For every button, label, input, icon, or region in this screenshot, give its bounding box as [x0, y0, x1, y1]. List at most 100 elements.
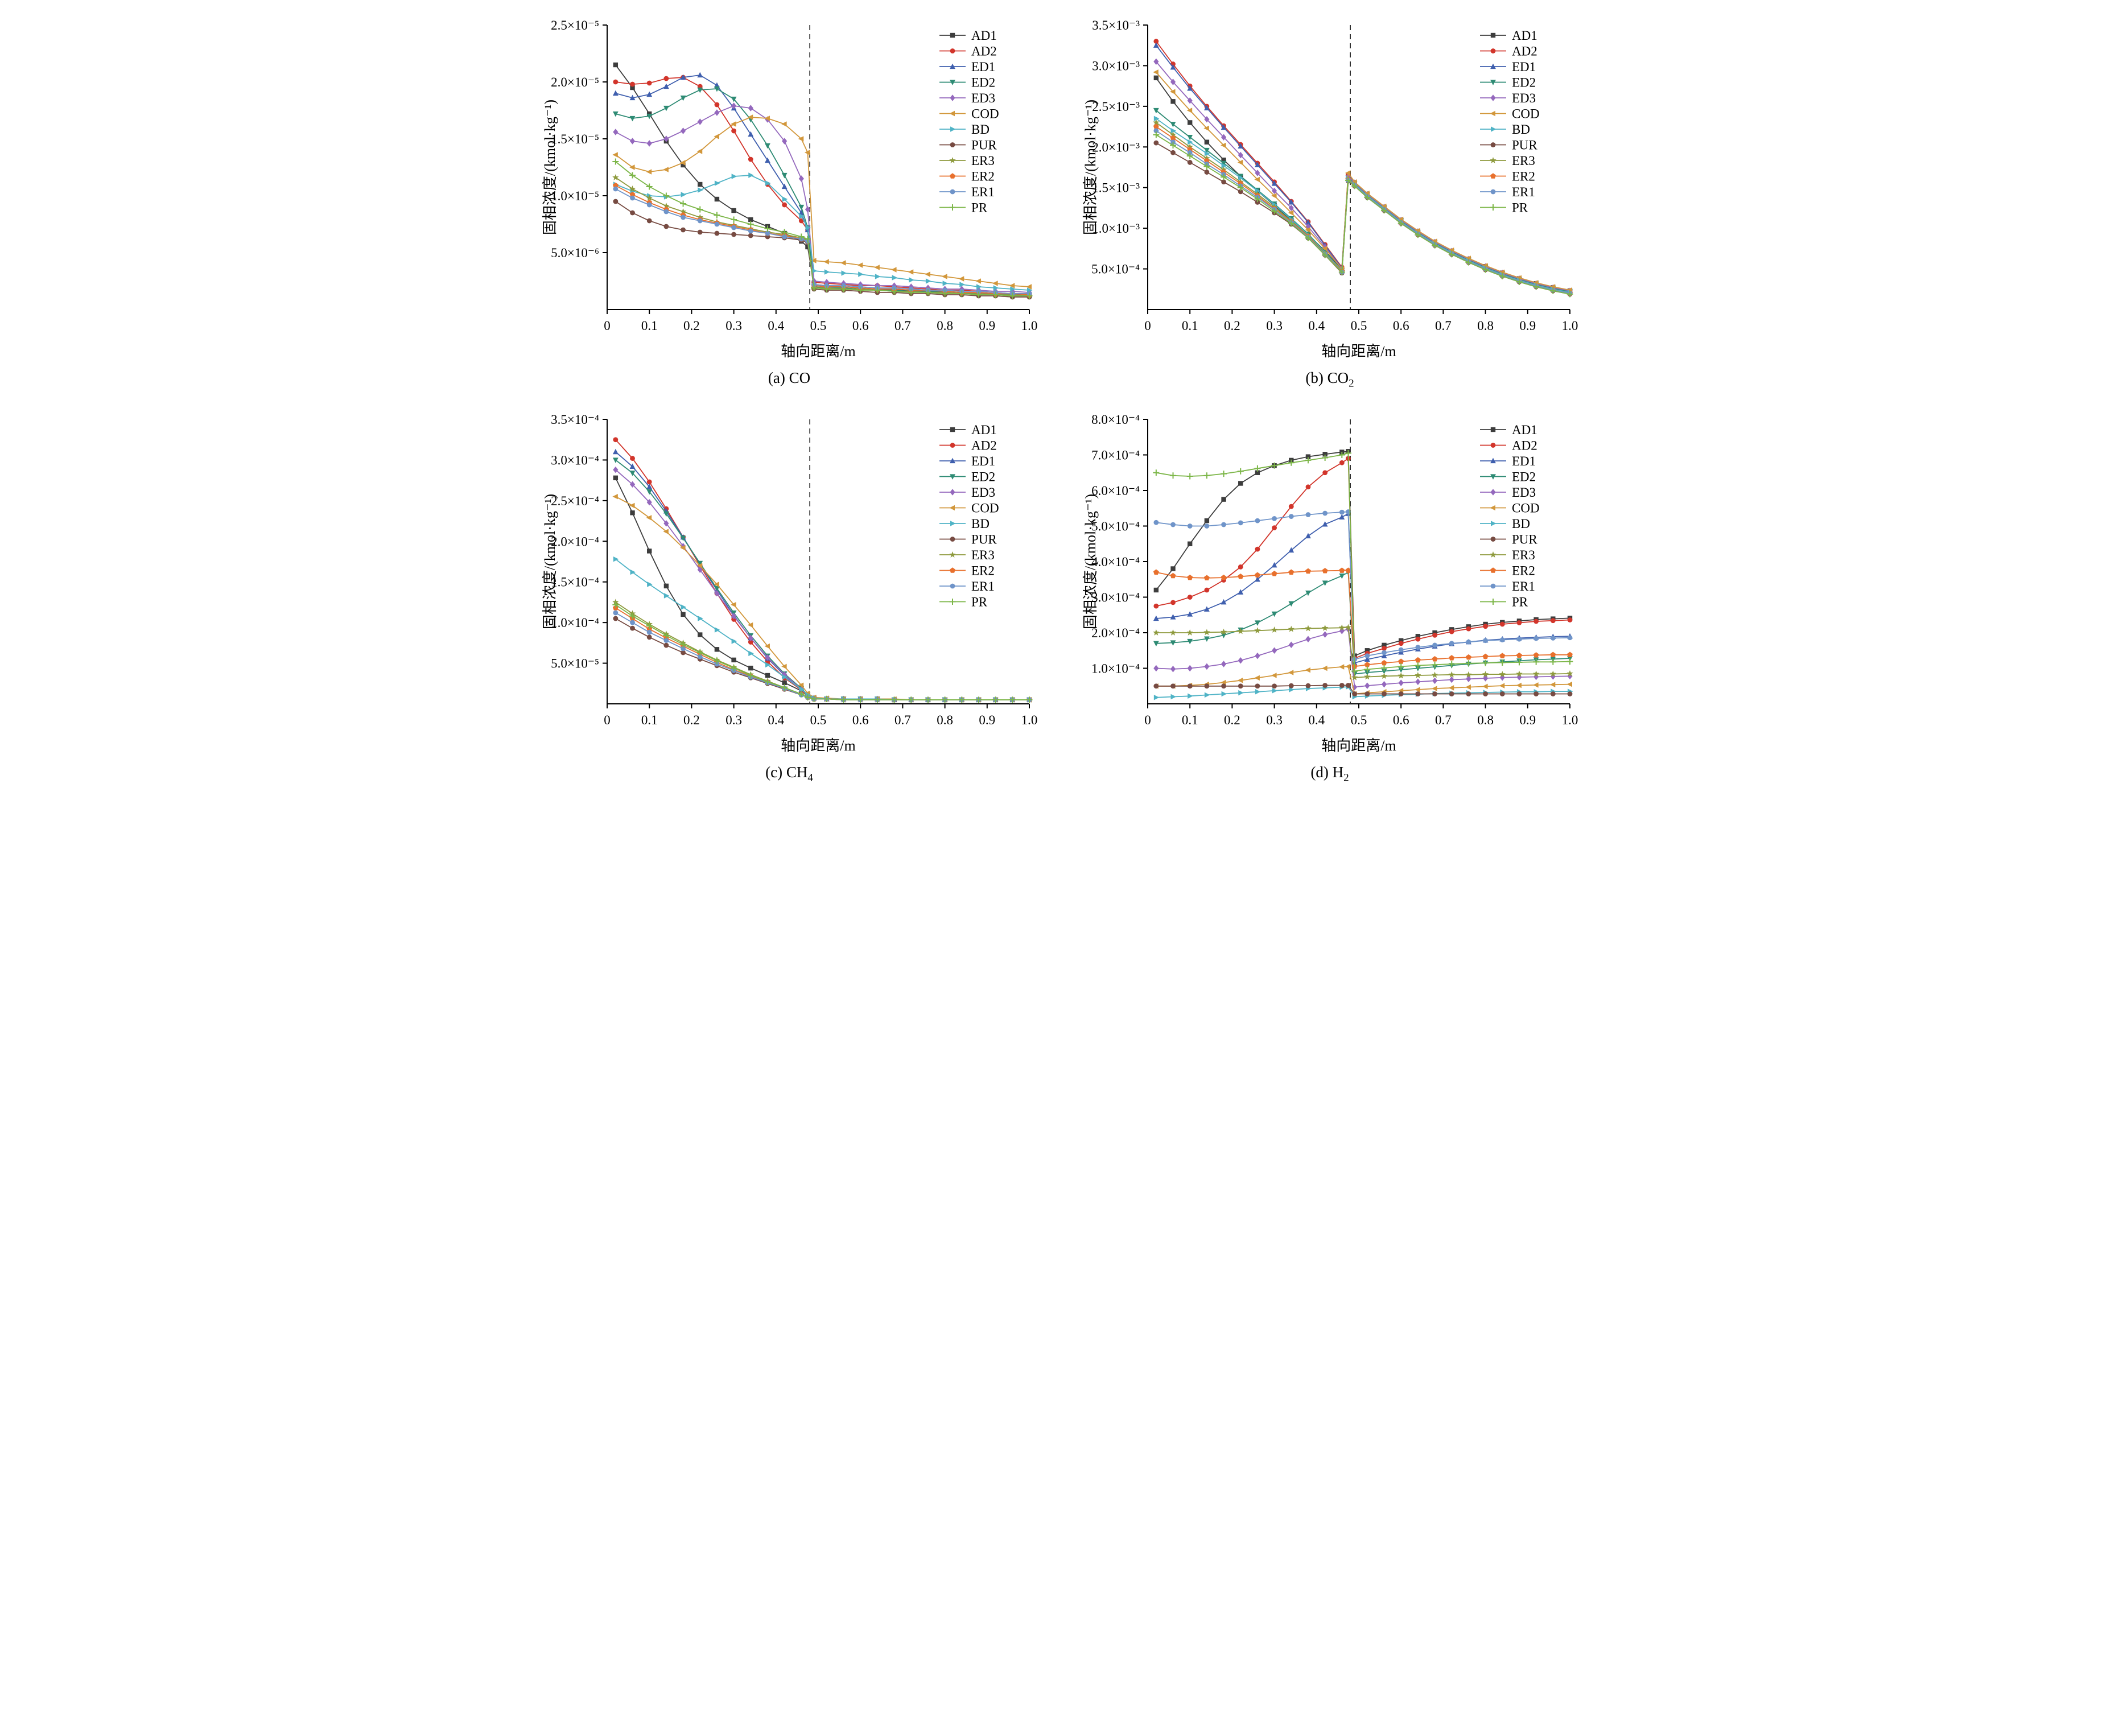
y-tick-label: 2.5×10⁻⁴ — [551, 494, 599, 508]
series-AD2 — [1153, 456, 1573, 661]
legend-label: AD1 — [1512, 423, 1537, 437]
legend-entry-PUR: PUR — [1480, 533, 1537, 547]
series-BD — [613, 556, 1033, 703]
legend-label: ER3 — [1512, 154, 1535, 168]
y-tick-label: 2.5×10⁻³ — [1092, 100, 1140, 114]
legend-entry-PUR: PUR — [1480, 138, 1537, 152]
legend-label: BD — [1512, 122, 1530, 137]
legend-label: ED2 — [971, 76, 995, 90]
y-tick-label: 1.5×10⁻⁴ — [551, 575, 599, 589]
y-tick-label: 2.0×10⁻⁴ — [1091, 626, 1140, 640]
figure: 0 0.1 0.2 0.3 0.4 0.5 0.6 0.7 0.8 0.9 1.0 5.0×10⁻⁶ 1… — [0, 0, 2119, 799]
x-tick-label: 0.2 — [1224, 319, 1240, 333]
y-tick-label: 2.0×10⁻⁴ — [551, 535, 599, 549]
legend-entry-AD1: AD1 — [1480, 28, 1537, 43]
legend-entry-ED2: ED2 — [939, 470, 995, 484]
caption-text: (d) H — [1310, 764, 1344, 781]
legend-label: COD — [1512, 107, 1540, 121]
legend-entry-PUR: PUR — [939, 138, 997, 152]
series-ER2-line — [615, 608, 1029, 701]
series-COD-line — [615, 117, 1030, 287]
legend-label: ED2 — [1512, 76, 1536, 90]
y-tick-label: 1.5×10⁻³ — [1092, 181, 1140, 195]
panel-a: 0 0.1 0.2 0.3 0.4 0.5 0.6 0.7 0.8 0.9 1.0 5.0×10⁻⁶ 1… — [539, 15, 1040, 390]
legend-entry-BD: BD — [1480, 122, 1530, 137]
series-ER3-line — [615, 602, 1029, 701]
x-tick-label: 0.5 — [1351, 319, 1367, 333]
legend-entry-ER3: ER3 — [1480, 154, 1535, 168]
legend-label: ED1 — [1512, 60, 1536, 74]
x-tick-label: 1.0 — [1562, 713, 1578, 727]
y-axis-label: 固相浓度/(kmol·kg⁻¹) — [542, 494, 558, 629]
series-PUR — [613, 616, 1032, 703]
y-tick-label: 5.0×10⁻⁵ — [551, 657, 599, 671]
series-AD2-line — [615, 439, 1029, 701]
chart-c-plot: 0 0.1 0.2 0.3 0.4 0.5 0.6 0.7 0.8 0.9 1.0 5.0×10⁻⁵ 1… — [542, 413, 1037, 754]
x-tick-label: 0.7 — [894, 319, 911, 333]
y-tick-label: 7.0×10⁻⁴ — [1091, 448, 1140, 463]
series-ED2 — [612, 457, 1032, 703]
legend-entry-ED2: ED2 — [1480, 76, 1536, 90]
chart-b-caption: (b) CO2 — [1305, 369, 1354, 390]
legend-entry-AD1: AD1 — [939, 423, 997, 437]
series-ER2 — [1153, 567, 1573, 669]
x-tick-label: 0.7 — [1435, 713, 1452, 727]
chart-a-canvas: 0 0.1 0.2 0.3 0.4 0.5 0.6 0.7 0.8 0.9 1.0 5.0×10⁻⁶ 1… — [539, 15, 1040, 367]
series-ED2 — [612, 86, 1032, 299]
series-AD2 — [1153, 39, 1573, 294]
legend-entry-ED2: ED2 — [939, 76, 995, 90]
series-ED2-line — [615, 460, 1029, 701]
legend-label: BD — [971, 517, 990, 531]
x-tick-label: 1.0 — [1021, 319, 1038, 333]
series-BD-line — [1156, 686, 1570, 699]
series-ED1-line — [1156, 513, 1570, 664]
series-PR — [1153, 131, 1573, 298]
x-tick-label: 0.1 — [641, 319, 658, 333]
series-AD2 — [613, 437, 1032, 703]
axes — [1147, 25, 1570, 310]
x-tick-label: 0.6 — [852, 319, 869, 333]
caption-subscript: 2 — [1349, 377, 1354, 390]
series-AD2-line — [1156, 457, 1570, 659]
series-ED1-line — [615, 451, 1029, 701]
x-tick-label: 0.1 — [1182, 319, 1198, 333]
series-AD1-line — [1156, 77, 1570, 291]
y-tick-label: 3.5×10⁻³ — [1092, 18, 1140, 32]
series-ER1 — [1153, 509, 1573, 662]
panel-c: 0 0.1 0.2 0.3 0.4 0.5 0.6 0.7 0.8 0.9 1.0 5.0×10⁻⁵ 1… — [539, 409, 1040, 784]
legend-entry-ED1: ED1 — [939, 60, 995, 74]
caption-text: (b) CO — [1305, 369, 1349, 386]
x-tick-label: 0.6 — [1393, 713, 1409, 727]
x-tick-label: 0 — [1144, 319, 1151, 333]
legend-label: ER3 — [971, 154, 995, 168]
x-tick-label: 0.6 — [1393, 319, 1409, 333]
legend-label: ED1 — [971, 454, 995, 468]
series-ED1 — [1153, 510, 1573, 666]
series-ED2-line — [1156, 110, 1570, 292]
legend-entry-AD2: AD2 — [1480, 44, 1537, 59]
legend-label: COD — [971, 107, 999, 121]
x-tick-label: 0.5 — [1351, 713, 1367, 727]
series-BD-line — [615, 559, 1029, 701]
legend-entry-COD: COD — [939, 501, 999, 516]
series-ER1-line — [1156, 511, 1570, 661]
legend-label: PR — [971, 595, 988, 609]
x-tick-label: 0.3 — [725, 713, 742, 727]
x-tick-label: 0.8 — [1477, 713, 1494, 727]
x-tick-label: 0.8 — [937, 713, 953, 727]
series-ED1 — [612, 449, 1032, 703]
x-tick-label: 0.1 — [641, 713, 658, 727]
series-ED3 — [1153, 626, 1573, 691]
legend-entry-ED1: ED1 — [939, 454, 995, 468]
chart-b-canvas: 0 0.1 0.2 0.3 0.4 0.5 0.6 0.7 0.8 0.9 1.0 5.0×10⁻⁴ 1… — [1079, 15, 1580, 367]
series-BD — [613, 172, 1033, 293]
y-tick-label: 3.5×10⁻⁴ — [551, 413, 599, 427]
x-tick-label: 0.4 — [1308, 319, 1325, 333]
series-AD1 — [1153, 75, 1573, 294]
legend-label: ER1 — [1512, 579, 1535, 593]
series-ED1 — [612, 72, 1032, 298]
x-tick-label: 0.6 — [852, 713, 869, 727]
series-ED3 — [613, 467, 1032, 703]
legend-entry-BD: BD — [939, 122, 990, 137]
legend-entry-BD: BD — [939, 517, 990, 531]
